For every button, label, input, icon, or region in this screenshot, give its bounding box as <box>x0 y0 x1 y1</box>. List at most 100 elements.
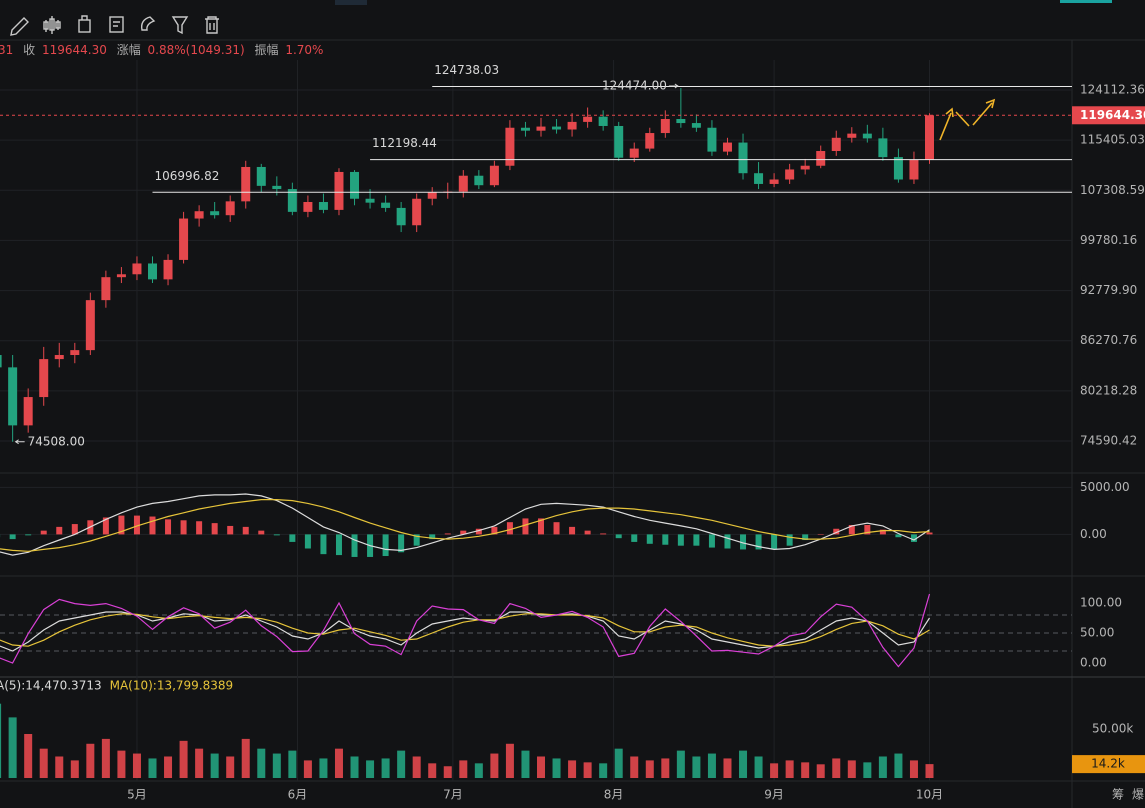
candle-body <box>70 350 80 356</box>
tool-edit[interactable] <box>109 16 124 33</box>
y-tick-label: 86270.76 <box>1080 333 1137 347</box>
y-tick-label: 100.00 <box>1080 596 1122 610</box>
macd-bar <box>553 522 560 535</box>
candle-body <box>225 201 235 216</box>
volume-bar <box>132 753 141 778</box>
volume-bar <box>801 762 810 778</box>
candle-body <box>287 189 297 212</box>
candle-body <box>847 133 857 138</box>
info-value: 1.70% <box>285 43 323 57</box>
macd-bar <box>584 530 591 535</box>
tool-filter[interactable] <box>171 16 189 35</box>
tool-pen[interactable] <box>10 17 29 36</box>
y-tick-label: 115405.03 <box>1080 133 1145 147</box>
volume-bar <box>583 762 592 778</box>
tool-lock[interactable] <box>78 15 91 33</box>
macd-bar <box>631 534 638 542</box>
side-tab: 爆 <box>1132 788 1144 802</box>
volume-bar <box>878 756 887 778</box>
volume-bar <box>366 760 375 778</box>
candle-body <box>754 173 764 184</box>
candle-body <box>318 202 328 210</box>
candle-body <box>350 171 360 199</box>
macd-bar <box>320 534 327 555</box>
tab-stub <box>335 0 367 5</box>
candle-body <box>163 259 173 280</box>
macd-bar <box>522 518 529 535</box>
volume-bar <box>55 756 64 778</box>
volume-bar <box>599 763 608 778</box>
tool-delete[interactable] <box>205 16 219 34</box>
x-tick-label: 7月 <box>443 788 463 802</box>
candle-body <box>676 118 686 124</box>
x-tick-label: 10月 <box>916 788 943 802</box>
level-label: 124738.03 <box>434 63 499 77</box>
forecast-arrowhead <box>945 107 954 118</box>
candle-body <box>893 157 903 180</box>
volume-bar <box>350 756 359 778</box>
macd-bar <box>848 525 855 535</box>
macd-bar <box>289 534 296 542</box>
candle-body <box>427 192 437 199</box>
tool-magnet[interactable] <box>140 16 156 31</box>
macd-bar <box>724 534 731 549</box>
macd-bar <box>258 530 265 535</box>
macd-bar <box>600 533 607 535</box>
candle-body <box>256 166 266 186</box>
candle-body <box>101 277 111 301</box>
low-arrow <box>14 439 25 445</box>
candle-body <box>8 367 18 426</box>
y-tick-label: 80218.28 <box>1080 383 1137 397</box>
volume-ma-label: MA(10):13,799.8389 <box>110 679 234 693</box>
volume-current-label: 14.2k <box>1091 757 1125 771</box>
volume-bar <box>70 760 79 778</box>
macd-bar <box>398 534 405 553</box>
candle-body <box>925 115 934 160</box>
candle-body <box>583 116 593 122</box>
volume-bar <box>0 703 2 778</box>
macd-bar <box>429 534 436 540</box>
candle-body <box>412 198 422 226</box>
macd-bar <box>382 534 389 557</box>
candle-body <box>629 148 639 158</box>
volume-bar <box>661 758 670 778</box>
macd-bar <box>677 534 684 546</box>
candle-body <box>722 142 732 152</box>
candle-body <box>567 121 577 130</box>
macd-bar <box>740 534 747 550</box>
macd-bar <box>817 534 824 535</box>
x-tick-label: 9月 <box>764 788 784 802</box>
volume-bar <box>863 762 872 778</box>
current-price-box <box>1072 106 1145 125</box>
high-label: 124474.00 <box>602 78 667 92</box>
macd-bar <box>708 534 715 548</box>
info-bar: 31 收 119644.30 涨幅 0.88%(1049.31) 振幅 1.70… <box>0 42 323 57</box>
volume-bar <box>474 763 483 778</box>
candle-body <box>194 211 204 219</box>
info-date: 31 <box>0 43 13 57</box>
volume-bar <box>692 756 701 778</box>
volume-bar <box>164 756 173 778</box>
candle-body <box>489 165 499 186</box>
candle-body <box>148 263 157 280</box>
candle-body <box>116 274 126 278</box>
candle-body <box>505 127 515 166</box>
candle-body <box>738 142 748 174</box>
macd-bar <box>444 533 451 535</box>
volume-bar <box>645 760 654 778</box>
candle-body <box>303 202 313 212</box>
volume-bar <box>303 760 312 778</box>
macd-bar <box>211 523 218 535</box>
volume-bar <box>894 753 903 778</box>
candle-body <box>179 218 189 260</box>
x-tick-label: 8月 <box>604 788 624 802</box>
macd-bar <box>833 528 840 535</box>
volume-bar <box>226 756 235 778</box>
tool-candles[interactable] <box>43 16 61 34</box>
y-tick-label: 5000.00 <box>1080 480 1130 494</box>
volume-bar <box>257 748 266 778</box>
macd-bar <box>149 516 156 535</box>
candle-body <box>816 151 826 166</box>
macd-bar <box>56 526 63 535</box>
volume-bar <box>785 760 794 778</box>
